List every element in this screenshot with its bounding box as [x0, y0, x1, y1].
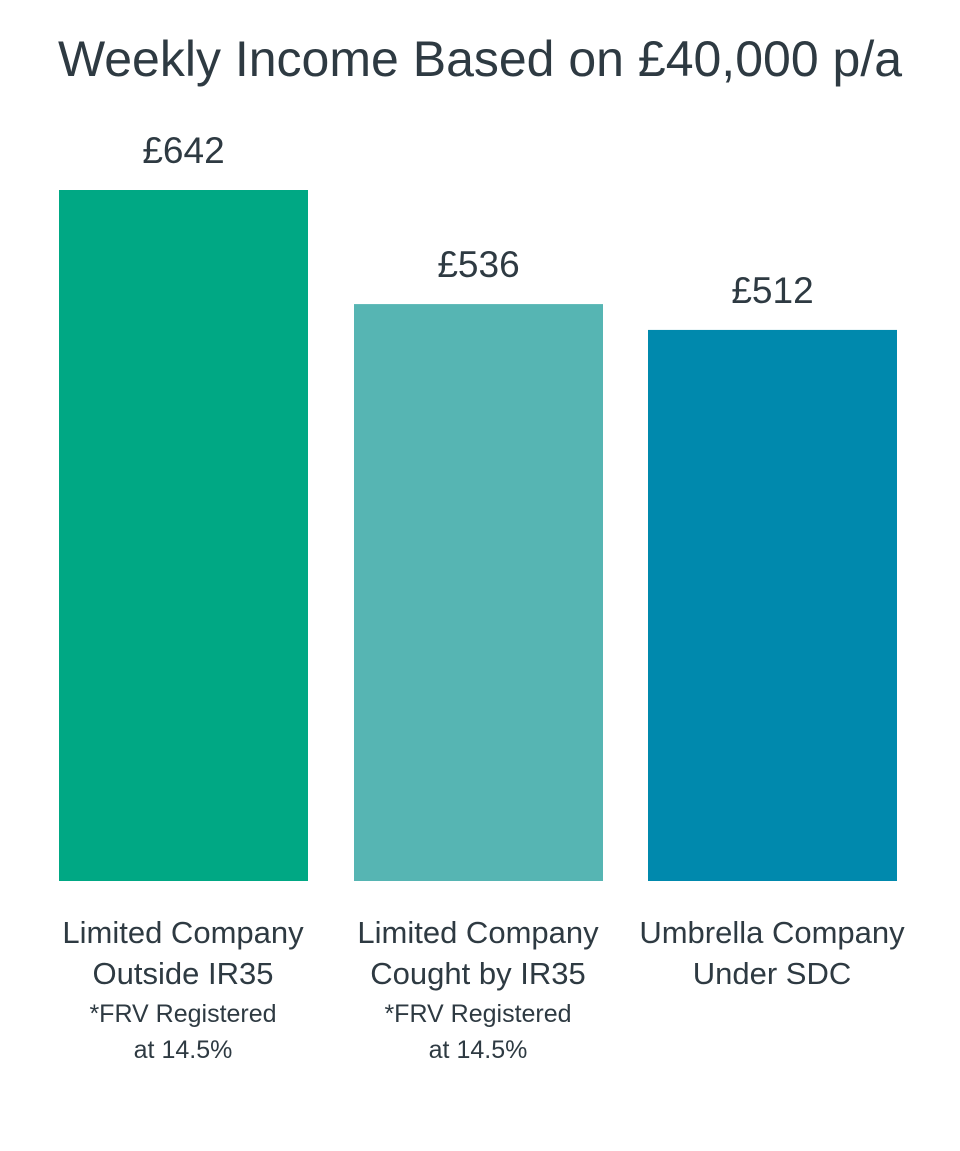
- category-label-caught-by-ir35: Limited Company Cought by IR35 *FRV Regi…: [328, 912, 628, 1068]
- category-label-line1: Umbrella Company: [639, 915, 905, 950]
- category-label-line2: Under SDC: [692, 956, 852, 991]
- category-label-outside-ir35: Limited Company Outside IR35 *FRV Regist…: [33, 912, 333, 1068]
- value-label-1: £642: [142, 130, 224, 171]
- category-note-line1: *FRV Registered: [89, 1000, 277, 1028]
- category-label-line1: Limited Company: [357, 915, 599, 950]
- category-label-line1: Limited Company: [62, 915, 304, 950]
- category-label-line2: Cought by IR35: [370, 956, 586, 991]
- value-label-3: £512: [731, 270, 813, 311]
- bar-3: [648, 329, 897, 881]
- category-note-line2: at 14.5%: [428, 1036, 528, 1064]
- category-label-line2: Outside IR35: [92, 956, 274, 991]
- bar-1: [59, 190, 308, 881]
- category-note-line2: at 14.5%: [133, 1036, 233, 1064]
- bar-2: [354, 304, 603, 881]
- chart-title: Weekly Income Based on £40,000 p/a: [57, 31, 903, 87]
- value-label-2: £536: [437, 244, 519, 285]
- category-note-line1: *FRV Registered: [384, 1000, 572, 1028]
- category-label-umbrella-company: Umbrella Company Under SDC: [622, 912, 922, 994]
